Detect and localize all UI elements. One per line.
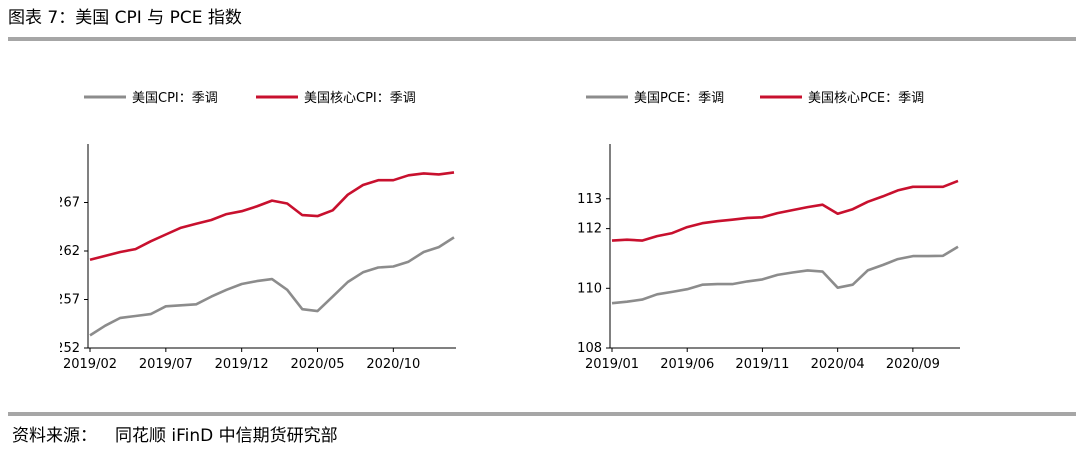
y-tick-label: 108 — [577, 341, 602, 356]
x-tick-label: 2019/11 — [735, 357, 789, 372]
y-tick-label: 113 — [577, 192, 602, 207]
y-tick-label: 267 — [60, 196, 80, 211]
legend-label-1: 美国核心PCE：季调 — [808, 91, 924, 106]
x-tick-label: 2020/10 — [366, 357, 420, 372]
top-rule — [8, 37, 1076, 41]
x-tick-label: 2019/12 — [215, 357, 269, 372]
y-tick-label: 252 — [60, 341, 80, 356]
figure-title: 图表 7：美国 CPI 与 PCE 指数 — [8, 8, 242, 28]
pce-chart: 108 110 112 113 2019/01 2019/06 2019/11 2020/04… — [577, 91, 960, 372]
x-tick-label: 2020/09 — [886, 357, 940, 372]
source-text: 同花顺 iFinD 中信期货研究部 — [115, 426, 338, 446]
y-tick-label: 262 — [60, 244, 80, 259]
legend-label-0: 美国PCE：季调 — [634, 91, 724, 106]
series-line-1 — [89, 171, 455, 261]
bottom-rule — [8, 412, 1076, 416]
series-line-0 — [611, 245, 959, 305]
y-tick-label: 110 — [577, 281, 602, 296]
x-tick-label: 2019/06 — [660, 357, 714, 372]
x-tick-label: 2019/07 — [139, 357, 193, 372]
x-tick-label: 2019/01 — [585, 357, 639, 372]
cpi-chart: 252 257 262 267 2019/02 2019/07 2019/12 2020/05… — [60, 91, 456, 372]
legend-label-0: 美国CPI：季调 — [132, 91, 218, 106]
x-tick-label: 2020/04 — [811, 357, 865, 372]
y-tick-label: 257 — [60, 293, 80, 308]
source-label: 资料来源： — [12, 426, 97, 446]
y-tick-label: 112 — [577, 222, 602, 237]
x-tick-label: 2019/02 — [63, 357, 117, 372]
series-line-0 — [89, 236, 455, 337]
source-line: 资料来源： 同花顺 iFinD 中信期货研究部 — [12, 424, 356, 448]
series-line-1 — [611, 179, 959, 242]
legend-label-1: 美国核心CPI：季调 — [304, 91, 416, 106]
x-tick-label: 2020/05 — [290, 357, 344, 372]
